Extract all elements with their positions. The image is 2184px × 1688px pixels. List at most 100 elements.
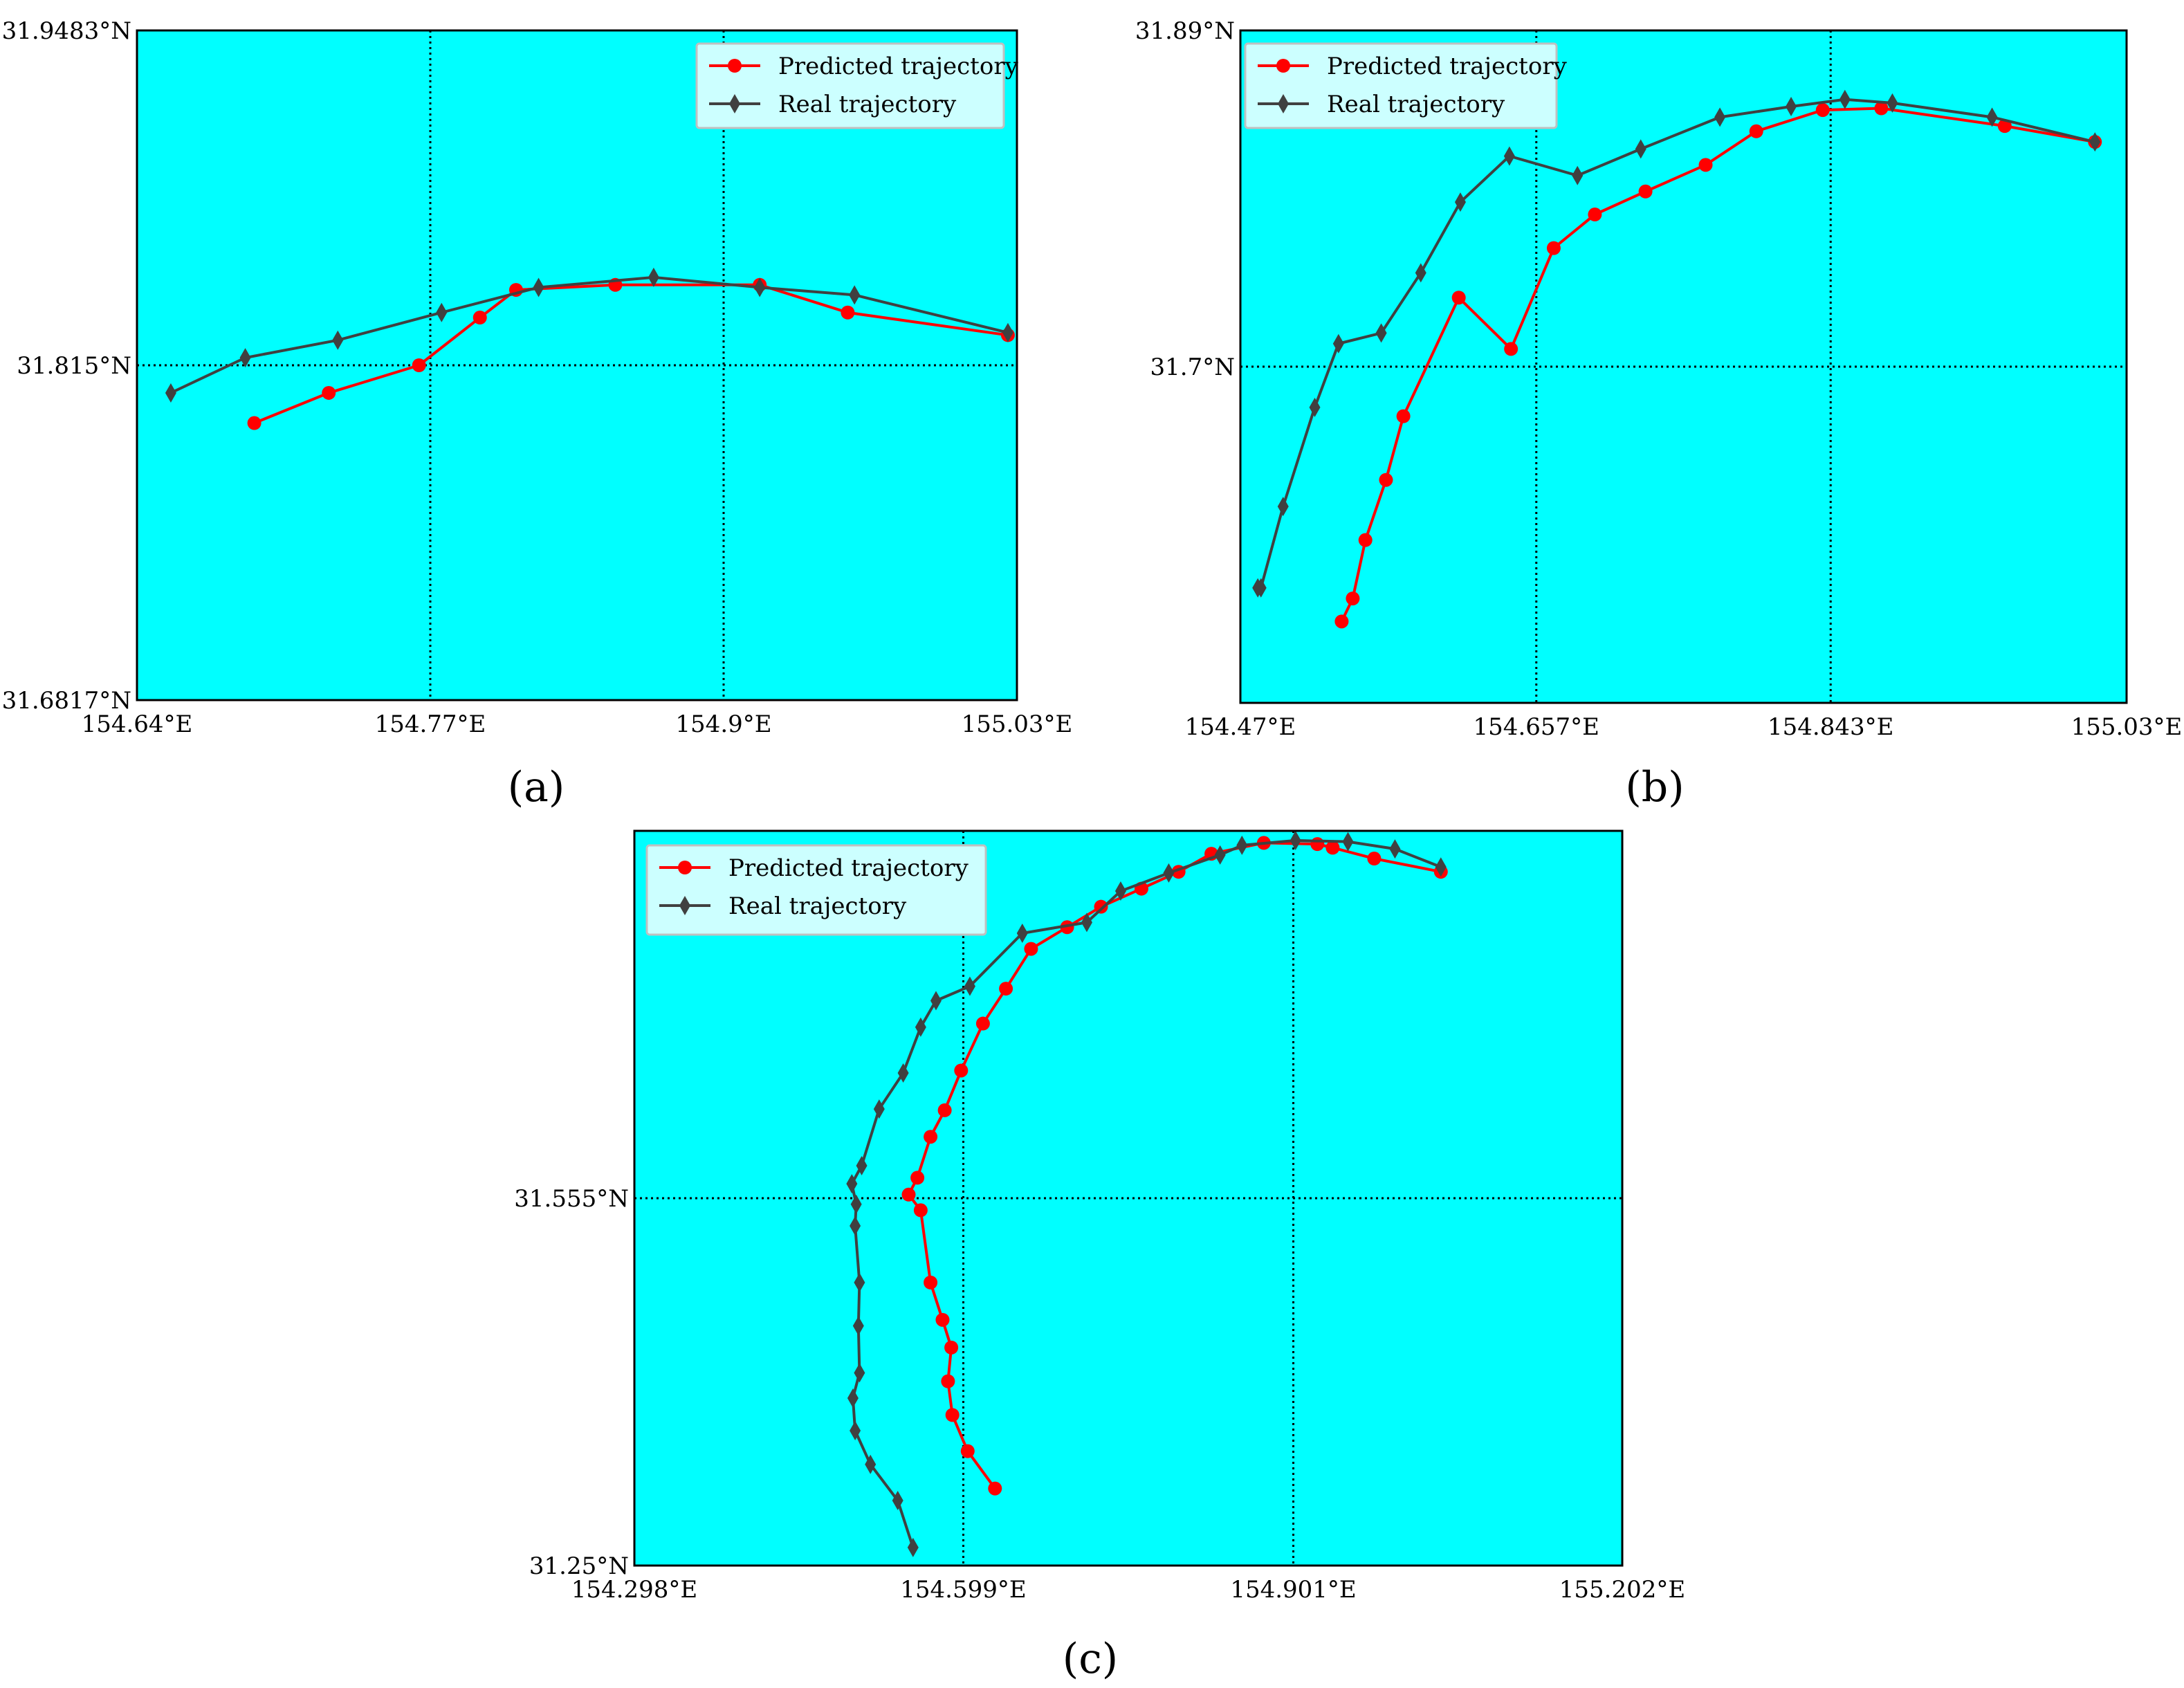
data-point [436,302,448,322]
data-point [1094,899,1108,914]
data-point [901,1187,916,1202]
data-point [849,285,861,305]
data-point [1698,158,1713,172]
plot-frame [1239,29,2128,704]
data-point [1415,263,1426,283]
series-real [1252,89,2101,598]
x-tick-label: 155.03°E [2071,713,2183,741]
data-point [1396,409,1411,423]
data-point [913,1203,928,1218]
data-point [648,267,659,287]
data-point [1236,835,1248,855]
x-tick-label: 154.64°E [82,710,193,738]
legend: Predicted trajectory Real trajectory [695,42,1019,129]
x-tick-label: 154.47°E [1185,713,1296,741]
data-point [1379,473,1393,487]
data-point [1997,119,2012,134]
legend-marker [678,861,692,874]
data-point [472,311,487,325]
data-point [907,1537,919,1557]
data-point [1786,96,1797,116]
data-point [945,1408,960,1422]
data-point [1714,107,1726,127]
legend-box [645,844,987,936]
x-tick-label: 154.9°E [675,710,771,738]
data-point [1435,857,1447,877]
legend-marker [1278,94,1289,113]
data-point [1214,845,1226,865]
data-point [846,1174,858,1194]
plot-frame [633,829,1624,1567]
series-real [165,267,1013,403]
y-tick-label: 31.6817°N [2,687,131,715]
data-point [944,1340,959,1355]
panel-label: (a) [508,763,565,811]
data-point [1342,832,1354,852]
data-point [988,1481,1002,1496]
data-point [873,1099,885,1119]
data-point [754,277,766,297]
panel-label: (c) [1063,1635,1118,1683]
x-tick-label: 154.599°E [900,1576,1026,1604]
data-point [247,416,261,430]
data-point [924,1130,938,1144]
data-point [1309,397,1321,417]
legend-label: Real trajectory [728,892,907,920]
data-point [1358,533,1373,547]
x-tick-label: 155.202°E [1559,1576,1685,1604]
legend-label: Predicted trajectory [1327,53,1568,80]
data-point [1874,101,1889,116]
data-point [954,1063,969,1078]
x-tick-label: 154.901°E [1230,1576,1356,1604]
data-point [960,1444,975,1458]
data-point [1588,208,1602,222]
data-point [1310,837,1325,852]
data-point [1454,192,1466,212]
data-point [915,1017,926,1037]
y-tick-label: 31.25°N [529,1552,629,1580]
chart-panel-2: 154.47°E 154.657°E 154.843°E 155.03°E 31.7°N… [1135,17,2182,811]
data-point [165,383,176,403]
data-point [1277,497,1289,517]
legend-marker [1276,59,1290,73]
data-point [412,358,426,372]
data-point [1163,863,1175,883]
data-point [1503,146,1515,166]
data-point [1504,342,1518,356]
data-point [910,1171,925,1185]
y-tick-label: 31.9483°N [2,17,131,45]
data-point [924,1275,938,1290]
series-real [846,830,1447,1557]
plot-frame [136,29,1018,701]
x-tick-label: 154.657°E [1474,713,1599,741]
data-point [1367,852,1382,866]
panel-label: (b) [1625,763,1684,811]
legend-label: Predicted trajectory [778,53,1019,80]
legend-marker [729,94,740,113]
data-point [850,1216,861,1236]
legend-marker [679,896,690,915]
data-point [1255,578,1267,598]
data-point [1546,241,1561,255]
legend-label: Predicted trajectory [728,854,969,882]
data-point [1290,830,1301,850]
data-point [1389,839,1401,859]
data-point [1635,139,1646,159]
data-point [975,1016,990,1031]
data-point [941,1374,955,1388]
x-tick-label: 154.843°E [1768,713,1893,741]
legend: Predicted trajectory Real trajectory [645,844,987,936]
data-point [1749,124,1763,138]
data-point [1638,184,1653,199]
data-point [937,1103,952,1117]
legend: Predicted trajectory Real trajectory [1244,42,1568,129]
data-point [854,1363,865,1383]
data-point [239,348,251,368]
data-point [322,385,336,400]
y-tick-label: 31.89°N [1135,17,1235,45]
y-tick-label: 31.555°N [514,1185,629,1213]
data-point [892,1490,903,1510]
data-point [1572,165,1584,185]
data-point [856,1155,868,1175]
data-point [935,1312,950,1327]
